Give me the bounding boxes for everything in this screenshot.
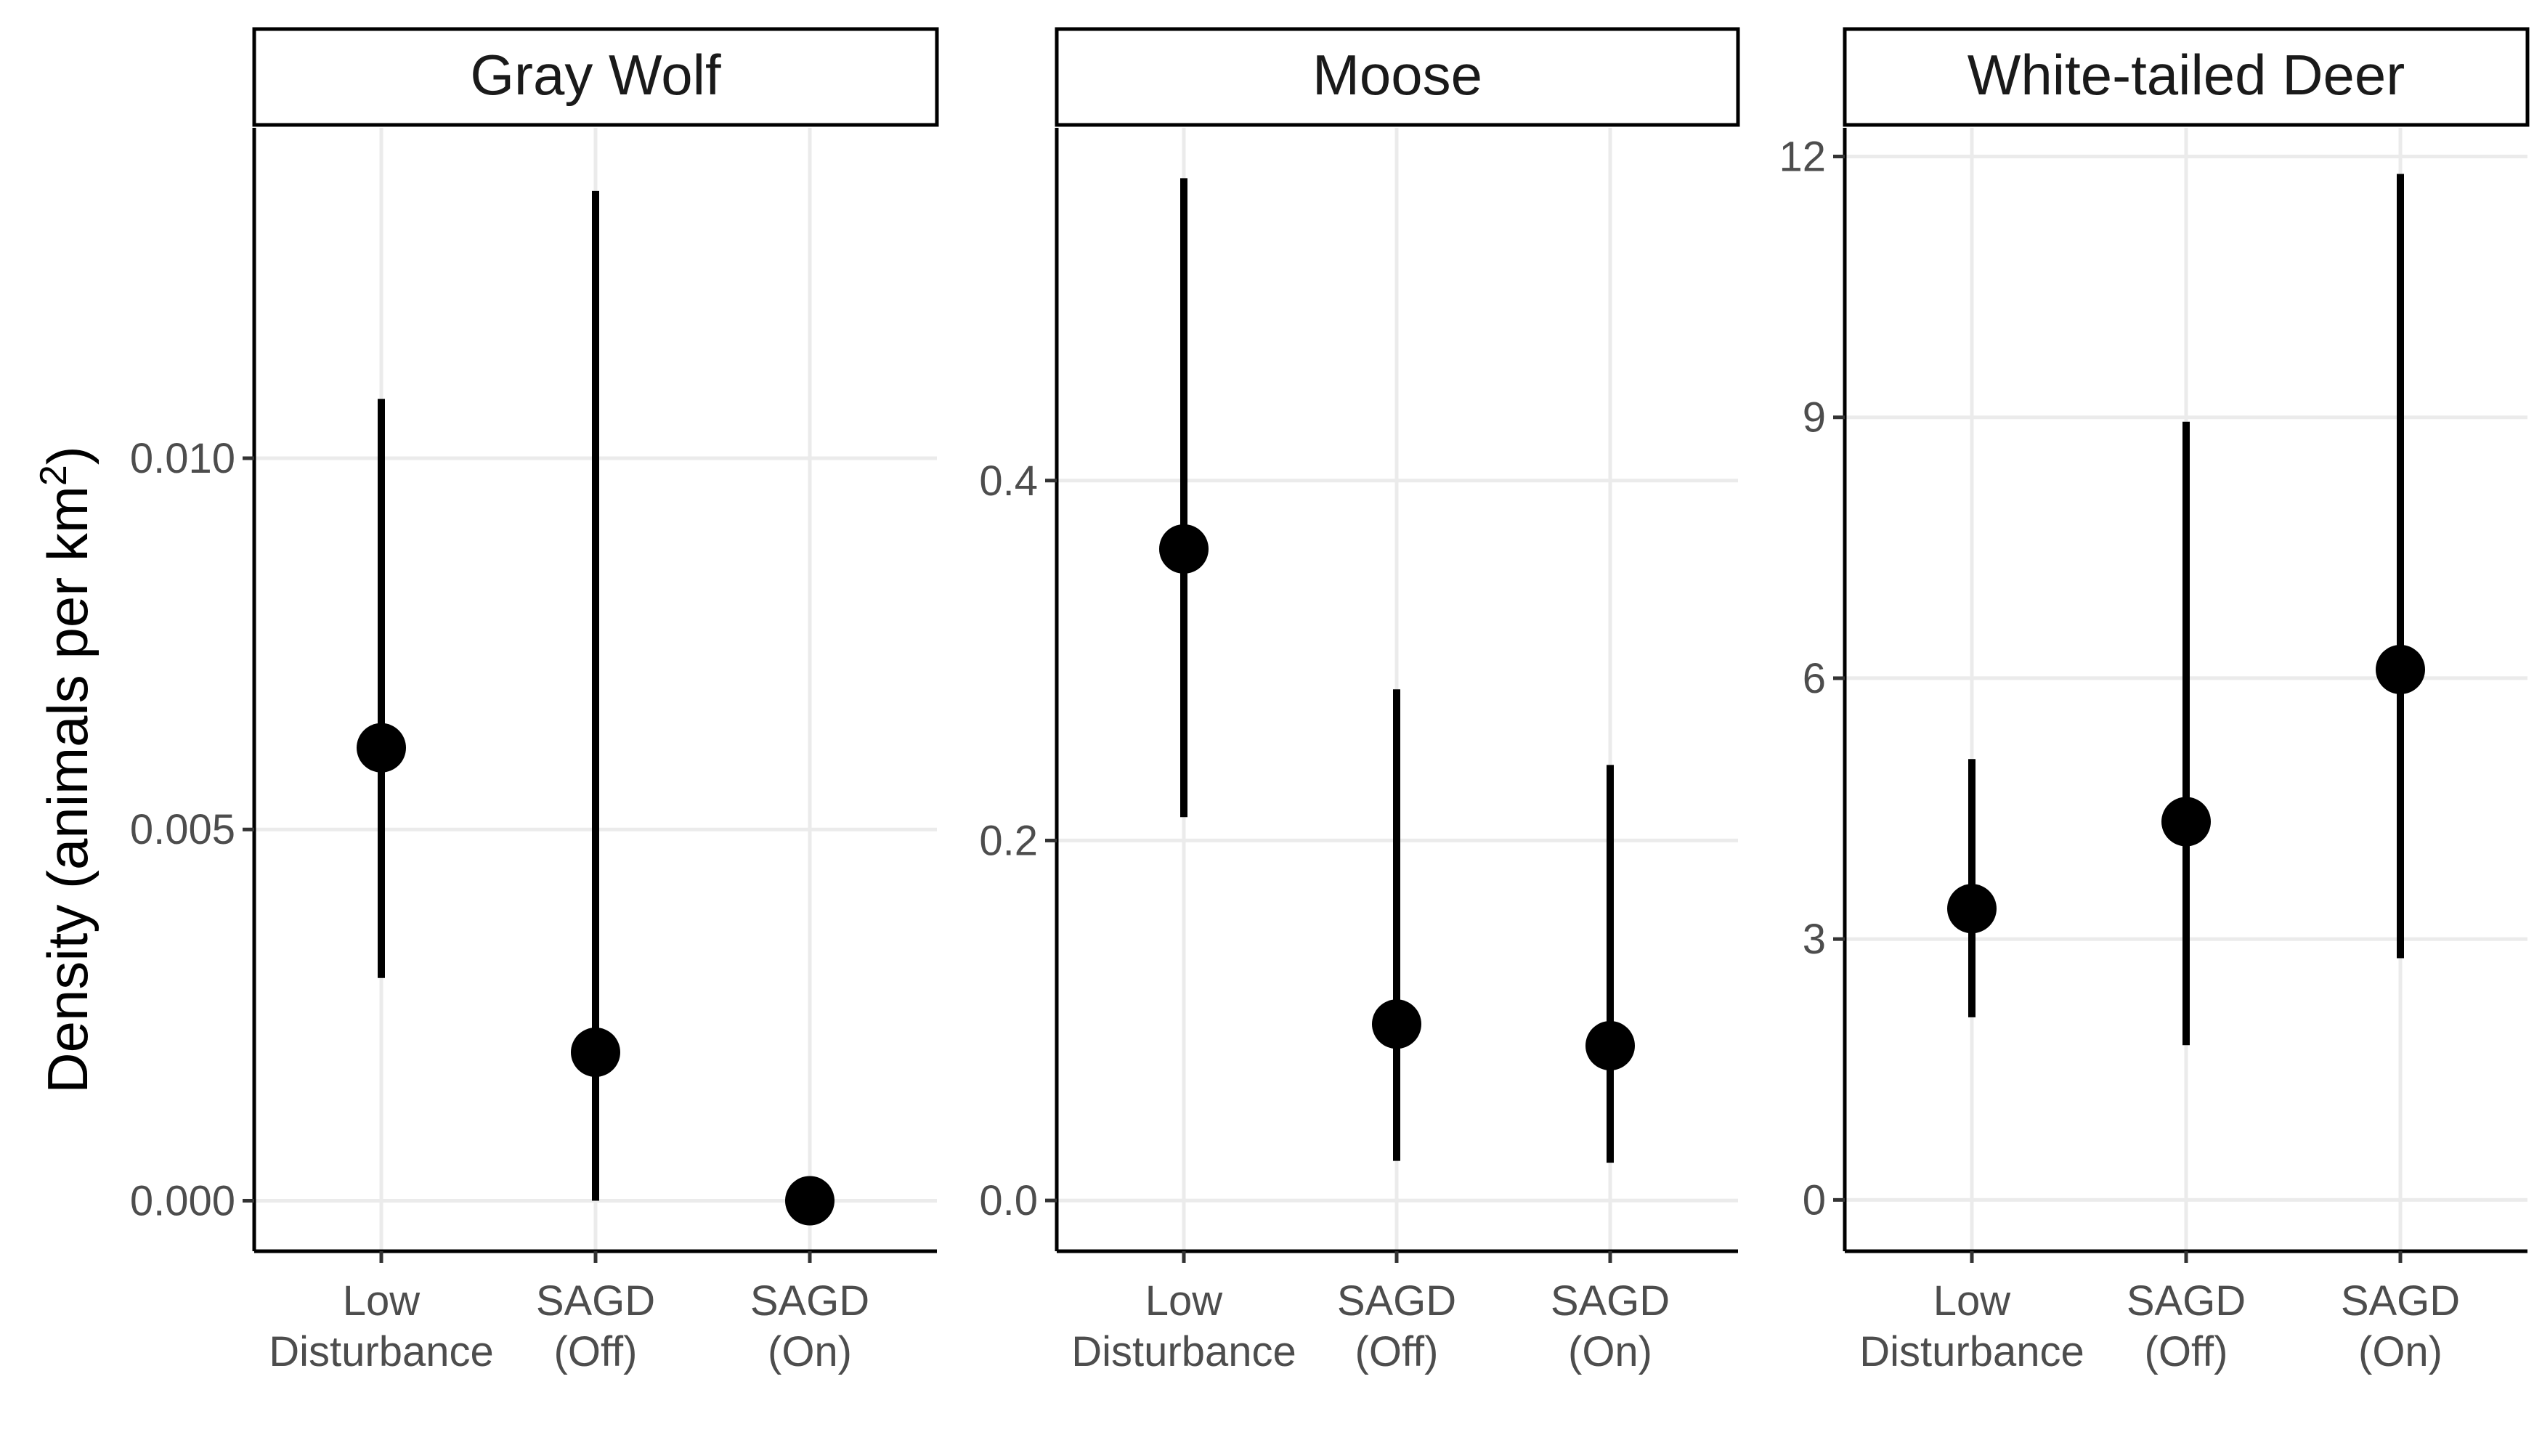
facet-strip	[1055, 27, 1740, 127]
x-tick-label: (On)	[2358, 1328, 2442, 1375]
x-tick-label: (On)	[1568, 1328, 1652, 1375]
y-tick-label: 3	[1803, 916, 1826, 963]
x-tick-label: (Off)	[1355, 1328, 1439, 1375]
facet-title: Gray Wolf	[470, 43, 721, 107]
x-tick-label: SAGD	[750, 1277, 869, 1325]
x-tick-label: Low	[1145, 1277, 1224, 1325]
x-tick-label: Disturbance	[1071, 1328, 1296, 1375]
data-point	[1372, 999, 1421, 1049]
y-tick-label: 0.005	[130, 806, 235, 853]
x-tick-label: SAGD	[1551, 1277, 1670, 1325]
y-tick-label: 0.4	[979, 457, 1038, 505]
data-point	[1159, 524, 1209, 574]
data-point	[2376, 644, 2425, 694]
x-tick-label: (Off)	[554, 1328, 638, 1375]
data-point	[1947, 884, 1997, 934]
x-tick-label: SAGD	[1337, 1277, 1456, 1325]
x-tick-label: Disturbance	[1859, 1328, 2084, 1375]
y-tick-label: 0.2	[979, 817, 1038, 864]
x-tick-label: Low	[1933, 1277, 2012, 1325]
data-point	[785, 1176, 835, 1226]
x-tick-label: Disturbance	[269, 1328, 493, 1375]
x-tick-label: SAGD	[2341, 1277, 2460, 1325]
y-tick-label: 0.0	[979, 1177, 1038, 1224]
facet-title: White-tailed Deer	[1968, 43, 2405, 107]
facet-title: Moose	[1312, 43, 1482, 107]
y-tick-label: 12	[1779, 134, 1826, 181]
data-point	[571, 1027, 620, 1077]
data-point	[357, 723, 406, 773]
y-tick-label: 0.000	[130, 1177, 235, 1224]
y-tick-label: 0.010	[130, 435, 235, 482]
x-tick-label: (Off)	[2145, 1328, 2228, 1375]
x-tick-label: SAGD	[536, 1277, 655, 1325]
facet-strip	[1843, 27, 2530, 127]
y-tick-label: 9	[1803, 394, 1826, 442]
data-point	[1585, 1020, 1635, 1070]
x-tick-label: (On)	[768, 1328, 852, 1375]
y-axis-title: Density (animals per km2)	[33, 446, 100, 1093]
y-tick-label: 6	[1803, 655, 1826, 702]
y-tick-label: 0	[1803, 1176, 1826, 1224]
data-point	[2161, 797, 2211, 847]
facet-strip	[252, 27, 939, 127]
x-tick-label: SAGD	[2127, 1277, 2246, 1325]
x-tick-label: Low	[343, 1277, 421, 1325]
